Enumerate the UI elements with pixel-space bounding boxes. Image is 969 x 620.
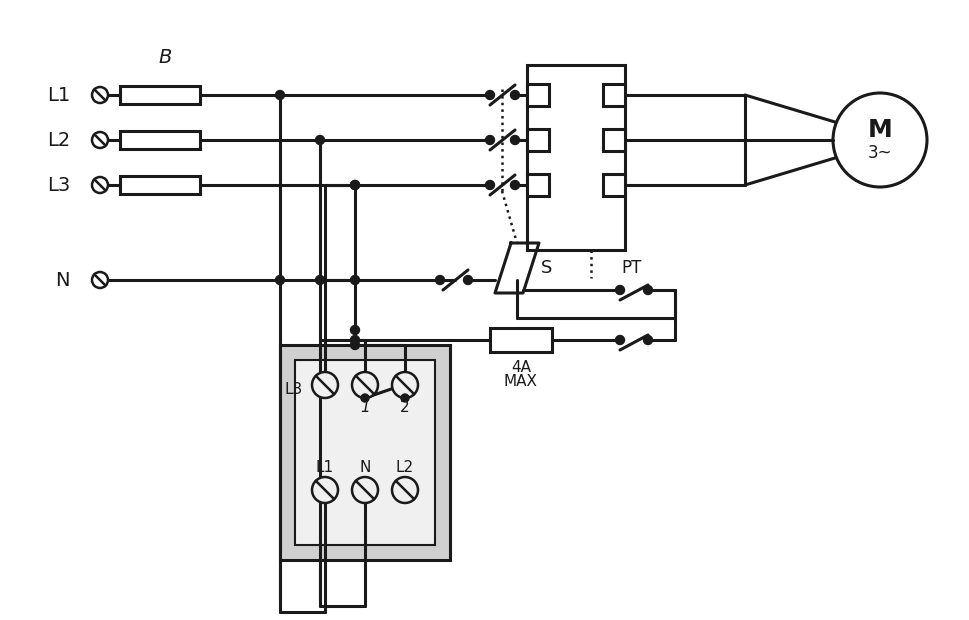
Bar <box>120 176 200 194</box>
Text: PT: PT <box>620 259 641 277</box>
Text: L2: L2 <box>47 130 70 149</box>
Circle shape <box>391 477 418 503</box>
Circle shape <box>435 275 444 285</box>
Circle shape <box>350 340 359 350</box>
Circle shape <box>350 275 359 285</box>
Circle shape <box>360 394 368 402</box>
Circle shape <box>510 91 519 99</box>
Circle shape <box>642 335 652 345</box>
Text: MAX: MAX <box>504 374 538 389</box>
Circle shape <box>832 93 926 187</box>
Bar <box>603 84 624 106</box>
Bar <box>295 360 434 545</box>
Bar <box>120 131 200 149</box>
Circle shape <box>352 477 378 503</box>
Bar <box>526 129 548 151</box>
Text: L3: L3 <box>285 383 302 397</box>
Bar <box>603 129 624 151</box>
Bar <box>120 86 200 104</box>
Bar <box>603 174 624 196</box>
Circle shape <box>350 180 359 190</box>
Circle shape <box>485 91 494 99</box>
Bar <box>489 328 551 352</box>
Text: M: M <box>866 118 891 142</box>
Text: 3~: 3~ <box>867 144 891 162</box>
Bar <box>526 174 548 196</box>
Circle shape <box>350 180 359 190</box>
Circle shape <box>642 285 652 294</box>
Circle shape <box>615 335 624 345</box>
Circle shape <box>391 372 418 398</box>
Text: 1: 1 <box>359 399 369 415</box>
Text: S: S <box>541 259 552 277</box>
Circle shape <box>485 136 494 144</box>
Text: B: B <box>158 48 172 66</box>
Circle shape <box>615 285 624 294</box>
Bar <box>280 345 450 560</box>
Circle shape <box>312 372 337 398</box>
Circle shape <box>315 275 325 285</box>
Circle shape <box>350 335 359 345</box>
Text: 2: 2 <box>400 399 409 415</box>
Circle shape <box>510 136 519 144</box>
Text: 4A: 4A <box>511 360 530 376</box>
Bar <box>526 65 624 250</box>
Circle shape <box>92 177 108 193</box>
Circle shape <box>463 275 472 285</box>
Circle shape <box>92 87 108 103</box>
Circle shape <box>92 132 108 148</box>
Circle shape <box>315 136 325 144</box>
Text: L3: L3 <box>47 175 70 195</box>
Circle shape <box>312 477 337 503</box>
Circle shape <box>92 272 108 288</box>
Circle shape <box>400 394 409 402</box>
Circle shape <box>352 372 378 398</box>
Text: L1: L1 <box>47 86 70 105</box>
Circle shape <box>275 275 284 285</box>
Circle shape <box>350 326 359 335</box>
Text: N: N <box>359 461 370 476</box>
Circle shape <box>275 91 284 99</box>
Bar <box>526 84 548 106</box>
Text: L2: L2 <box>395 461 414 476</box>
Text: L1: L1 <box>316 461 333 476</box>
Circle shape <box>485 180 494 190</box>
Circle shape <box>510 180 519 190</box>
Text: N: N <box>55 270 70 290</box>
